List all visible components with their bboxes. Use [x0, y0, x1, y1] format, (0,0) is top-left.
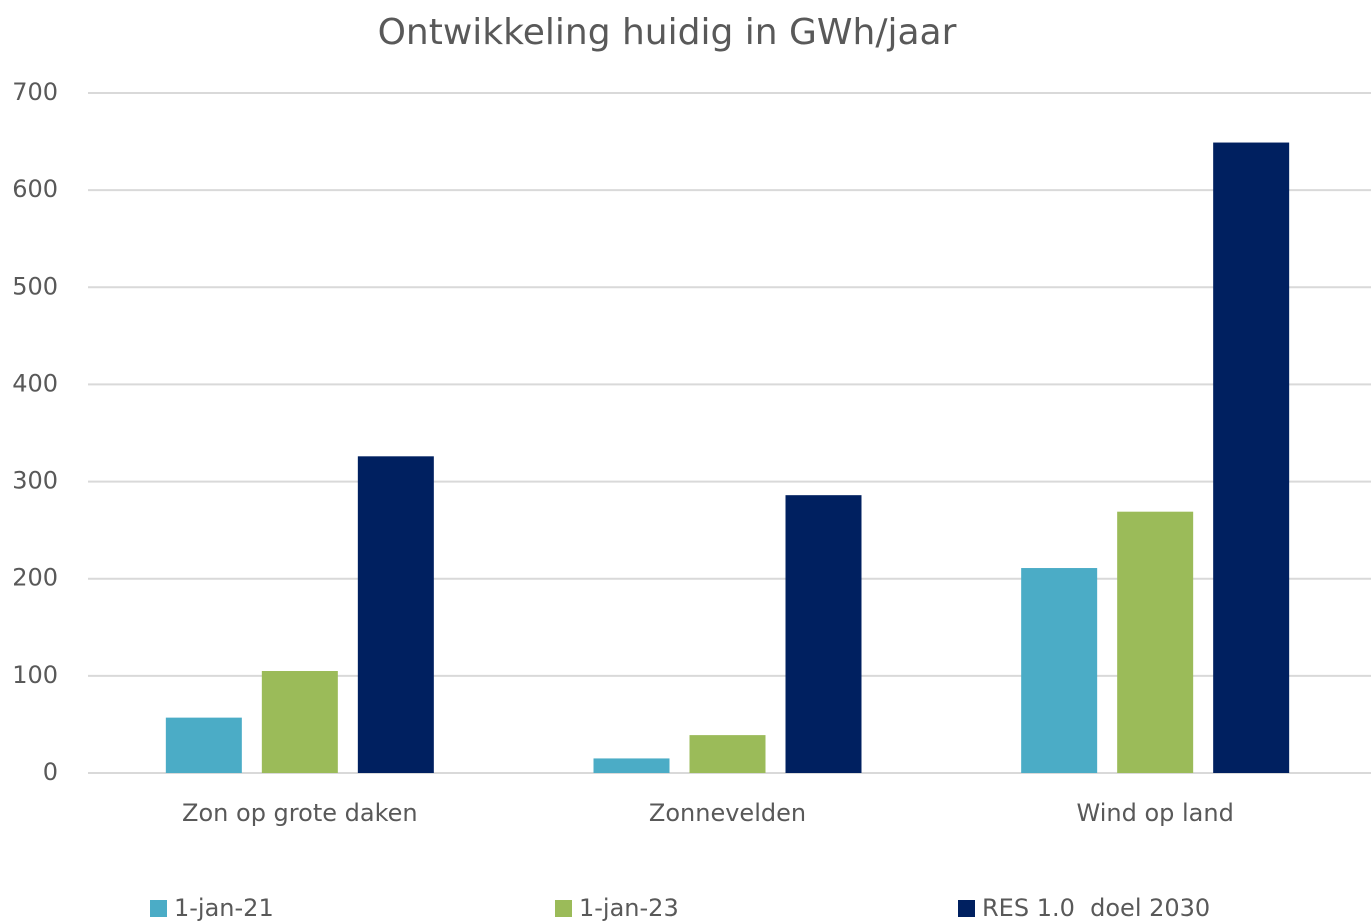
bar: [689, 735, 766, 773]
x-tick-label: Zon op grote daken: [182, 799, 418, 827]
bar: [1117, 511, 1194, 773]
legend-label: 1-jan-21: [174, 894, 274, 922]
bar: [593, 758, 670, 773]
chart-title: Ontwikkeling huidig in GWh/jaar: [378, 12, 957, 53]
y-tick-label: 600: [12, 175, 58, 203]
legend-swatch: [150, 900, 167, 917]
legend-swatch: [555, 900, 572, 917]
bar: [165, 717, 242, 773]
x-tick-label: Zonnevelden: [649, 799, 806, 827]
y-tick-label: 200: [12, 564, 58, 592]
legend-label: 1-jan-23: [579, 894, 679, 922]
bar: [1213, 142, 1290, 774]
bar: [357, 456, 434, 773]
y-tick-label: 100: [12, 661, 58, 689]
bar: [261, 671, 338, 773]
bar: [785, 495, 862, 773]
y-tick-label: 700: [12, 78, 58, 106]
y-tick-label: 400: [12, 369, 58, 397]
y-tick-label: 500: [12, 272, 58, 300]
y-tick-label: 0: [43, 758, 58, 786]
x-tick-label: Wind op land: [1077, 799, 1234, 827]
legend-swatch: [958, 900, 975, 917]
bar: [1021, 568, 1098, 773]
y-tick-label: 300: [12, 467, 58, 495]
legend-label: RES 1.0 doel 2030: [982, 894, 1210, 922]
